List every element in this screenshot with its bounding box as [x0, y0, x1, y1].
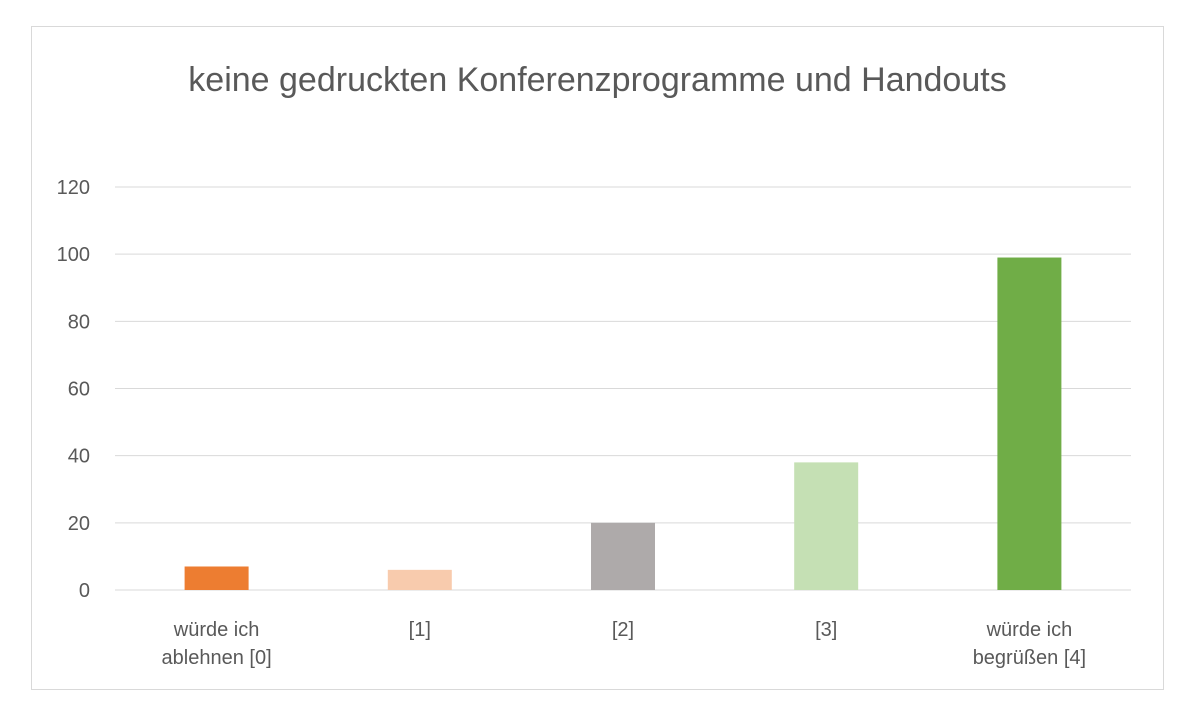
y-tick-label: 80	[68, 311, 90, 333]
x-tick-label: [1]	[409, 619, 431, 641]
bar	[997, 257, 1062, 590]
y-axis-ticks: 0 20 40 60 80 100 120	[57, 177, 90, 602]
x-tick-label: [3]	[815, 619, 837, 641]
x-tick-label: würde ich begrüßen [4]	[973, 619, 1086, 669]
y-tick-label: 120	[57, 177, 90, 199]
bar	[387, 569, 452, 590]
x-tick-label: [2]	[612, 619, 634, 641]
y-tick-label: 20	[68, 513, 90, 535]
y-tick-label: 0	[79, 580, 90, 602]
x-tick-label-line: ablehnen [0]	[162, 647, 272, 669]
gridlines	[115, 186, 1131, 591]
x-tick-label-line: würde ich	[986, 619, 1073, 641]
x-tick-label-line: begrüßen [4]	[973, 647, 1086, 669]
y-tick-label: 40	[68, 446, 90, 468]
x-tick-label: würde ich ablehnen [0]	[162, 619, 272, 669]
x-tick-label-line: würde ich	[173, 619, 260, 641]
bar	[184, 566, 249, 590]
x-tick-label-line: [3]	[815, 619, 837, 641]
bar	[591, 522, 655, 590]
y-tick-label: 100	[57, 244, 90, 266]
bars	[184, 257, 1062, 590]
bar	[794, 462, 859, 590]
x-axis-ticks: würde ich ablehnen [0] [1] [2] [3] würde ich b…	[162, 619, 1087, 669]
x-tick-label-line: [2]	[612, 619, 634, 641]
y-tick-label: 60	[68, 379, 90, 401]
x-tick-label-line: [1]	[409, 619, 431, 641]
